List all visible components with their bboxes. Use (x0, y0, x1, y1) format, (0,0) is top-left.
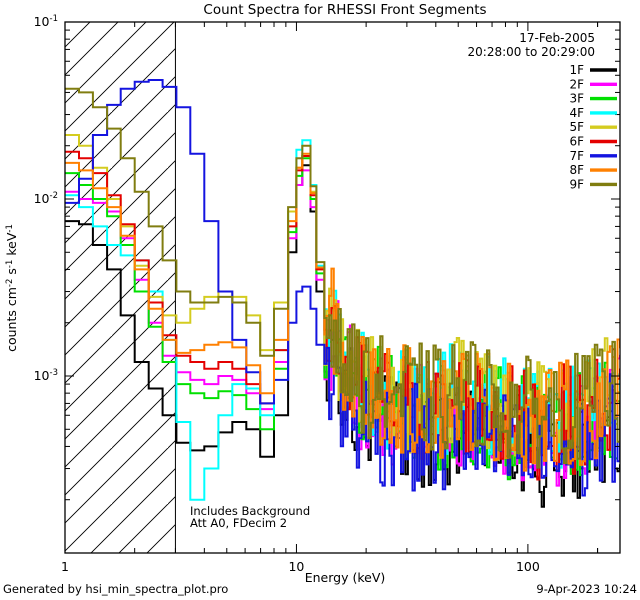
y-label-exp-2: -1 (5, 260, 15, 268)
legend-label-9F: 9F (569, 177, 584, 191)
plot-frame (64, 21, 621, 554)
y-tick-label: 10-1 (34, 14, 58, 29)
y-label-exp-3: -1 (5, 224, 15, 232)
legend-label-7F: 7F (569, 149, 584, 163)
footer-generator: Generated by hsi_min_spectra_plot.pro (3, 582, 228, 596)
svg-text:counts cm-2 s-1 keV-1: counts cm-2 s-1 keV-1 (4, 224, 19, 352)
y-label-part-2: s (4, 268, 19, 279)
legend-label-5F: 5F (569, 120, 584, 134)
svg-text:10-2: 10-2 (34, 191, 58, 206)
legend-label-8F: 8F (569, 163, 584, 177)
svg-text:10-3: 10-3 (34, 368, 58, 383)
axes-frame-layer (64, 21, 621, 554)
annotation-attenuator-state: Att A0, FDecim 2 (190, 516, 287, 530)
y-label-part-1: counts cm (4, 287, 19, 352)
svg-text:10-1: 10-1 (34, 14, 58, 29)
spectra-series-layer (65, 79, 620, 508)
footer-timestamp: 9-Apr-2023 10:24 (536, 582, 637, 596)
legend-label-6F: 6F (569, 135, 584, 149)
page-title: Count Spectra for RHESSI Front Segments (203, 2, 486, 18)
legend-label-1F: 1F (569, 63, 584, 77)
observation-time-range: 20:28:00 to 20:29:00 (468, 45, 595, 59)
x-tick-label: 100 (516, 559, 540, 574)
x-tick-label: 1 (61, 559, 69, 574)
legend-label-2F: 2F (569, 77, 584, 91)
y-label-exp-1: -2 (5, 279, 15, 287)
legend-label-4F: 4F (569, 106, 584, 120)
series-trace-9F (65, 87, 620, 469)
y-tick-label: 10-3 (34, 368, 58, 383)
x-axis-label: Energy (keV) (305, 570, 386, 585)
y-label-part-3: keV (4, 232, 19, 259)
annotation-includes-background: Includes Background (190, 504, 310, 518)
observation-date: 17-Feb-2005 (519, 31, 595, 45)
x-tick-labels: 1 10 100 (61, 559, 540, 574)
y-axis-label: counts cm-2 s-1 keV-1 (4, 224, 19, 352)
y-tick-label: 10-2 (34, 191, 58, 206)
series-trace-8F (65, 152, 620, 472)
legend-label-3F: 3F (569, 92, 584, 106)
x-tick-label: 10 (288, 559, 304, 574)
